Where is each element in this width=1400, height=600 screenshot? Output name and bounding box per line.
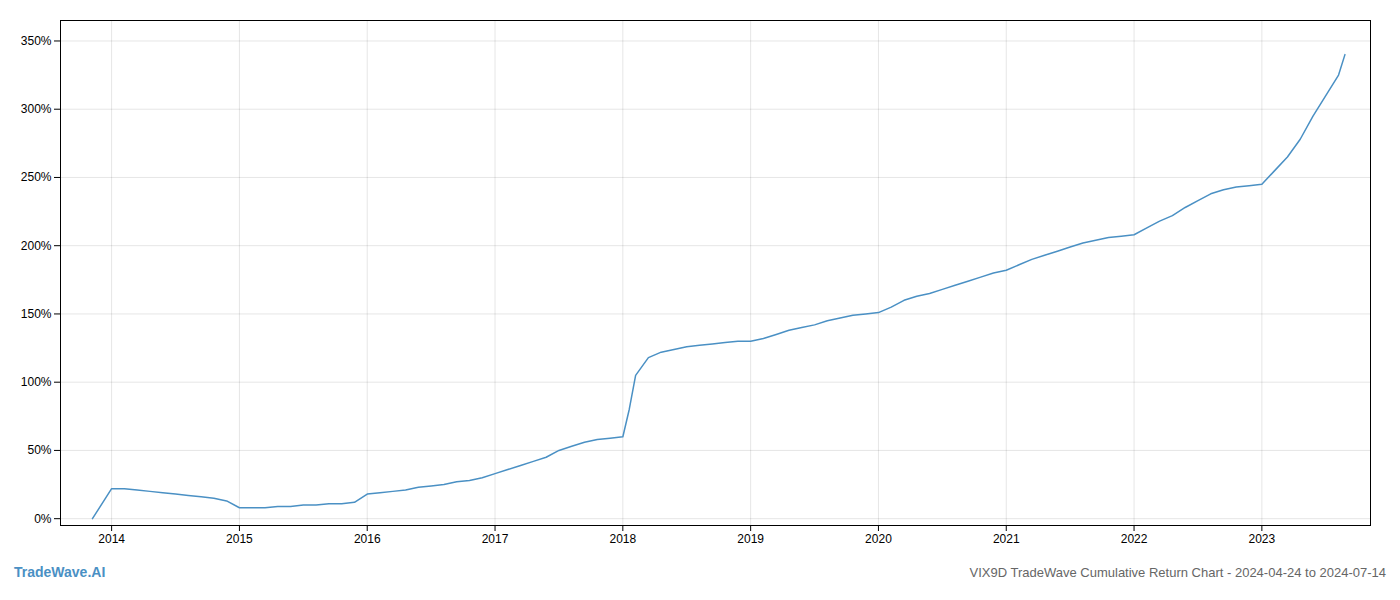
svg-text:2017: 2017 [482,532,509,546]
svg-text:2014: 2014 [98,532,125,546]
svg-text:50%: 50% [27,443,51,457]
svg-text:2018: 2018 [609,532,636,546]
svg-text:200%: 200% [21,239,52,253]
svg-text:300%: 300% [21,102,52,116]
html-text:VIX9D TradeWave Cumulative Ret: VIX9D TradeWave Cumulative Return Chart … [969,565,1386,580]
svg-text:2016: 2016 [354,532,381,546]
svg-text:2023: 2023 [1249,532,1276,546]
svg-text:2020: 2020 [865,532,892,546]
svg-text:2021: 2021 [993,532,1020,546]
svg-text:350%: 350% [21,34,52,48]
svg-text:150%: 150% [21,307,52,321]
svg-text:2019: 2019 [737,532,764,546]
svg-text:100%: 100% [21,375,52,389]
svg-text:2015: 2015 [226,532,253,546]
svg-text:250%: 250% [21,170,52,184]
html-text:TradeWave.AI: TradeWave.AI [14,564,106,580]
svg-text:2022: 2022 [1121,532,1148,546]
svg-text:0%: 0% [34,512,52,526]
